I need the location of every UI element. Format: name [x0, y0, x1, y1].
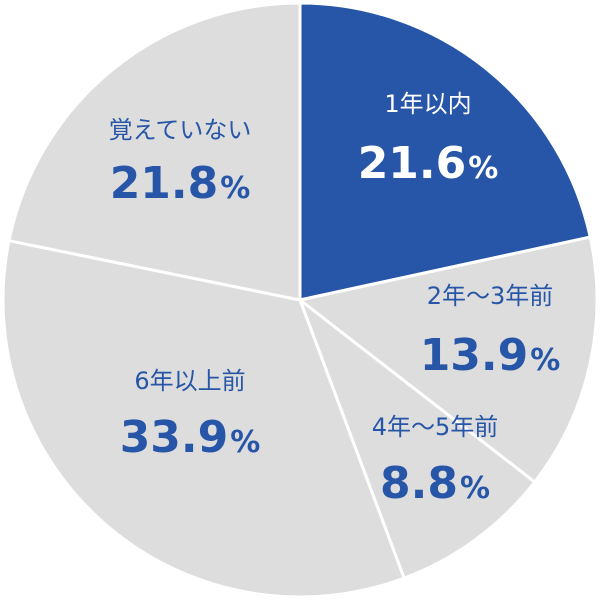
slice-value-label: 13.9%: [420, 330, 561, 381]
slice-value-label: 8.8%: [380, 458, 490, 509]
pie-slice: [298, 235, 599, 484]
pie-slice: [7, 1, 302, 302]
pie-slice: [1, 239, 406, 599]
slice-category-label: 4年〜5年前: [372, 413, 499, 441]
slice-category-label: 2年〜3年前: [427, 282, 554, 310]
pie-slice: [298, 1, 592, 302]
slice-category-label: 覚えていない: [109, 116, 252, 144]
slice-value-label: 33.9%: [120, 412, 261, 463]
slice-value-label: 21.6%: [358, 138, 499, 189]
slice-value-label: 21.8%: [110, 158, 251, 209]
pie-slice: [298, 298, 537, 580]
slice-category-label: 6年以上前: [134, 367, 245, 395]
slice-category-label: 1年以内: [384, 90, 471, 118]
